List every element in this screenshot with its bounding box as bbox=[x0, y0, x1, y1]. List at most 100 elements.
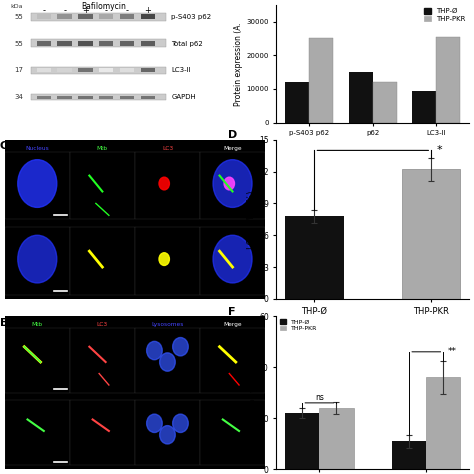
Circle shape bbox=[213, 160, 252, 208]
Circle shape bbox=[159, 253, 169, 265]
Text: Lysosomes: Lysosomes bbox=[151, 322, 183, 327]
Bar bbox=[200, 401, 265, 465]
Circle shape bbox=[173, 414, 188, 432]
Bar bbox=[31, 13, 166, 21]
Text: Total p62: Total p62 bbox=[172, 41, 203, 46]
Bar bbox=[36, 14, 51, 19]
Text: Merge: Merge bbox=[223, 146, 242, 151]
Bar bbox=[36, 68, 51, 73]
Text: p-S403 p62: p-S403 p62 bbox=[172, 14, 211, 20]
Text: ns: ns bbox=[315, 393, 324, 402]
Text: GAPDH: GAPDH bbox=[172, 93, 196, 100]
Legend: THP-Ø, THP-PKR: THP-Ø, THP-PKR bbox=[280, 319, 317, 331]
Text: *: * bbox=[437, 146, 443, 155]
Text: C: C bbox=[0, 141, 8, 151]
Bar bbox=[135, 328, 200, 392]
Text: Bafilomycin: Bafilomycin bbox=[81, 2, 126, 11]
Text: 55: 55 bbox=[14, 14, 23, 20]
Text: +: + bbox=[145, 6, 151, 15]
Text: 55: 55 bbox=[14, 41, 23, 46]
Bar bbox=[31, 94, 166, 100]
Text: 34: 34 bbox=[14, 93, 23, 100]
Bar bbox=[200, 227, 265, 295]
Bar bbox=[120, 41, 134, 46]
Y-axis label: Protein expression (A.: Protein expression (A. bbox=[235, 22, 244, 106]
Bar bbox=[349, 72, 373, 123]
Bar bbox=[70, 152, 135, 219]
Bar bbox=[5, 152, 70, 219]
Text: +: + bbox=[82, 6, 89, 15]
Text: -: - bbox=[105, 6, 108, 15]
Bar bbox=[310, 38, 333, 123]
Bar bbox=[120, 96, 134, 99]
Bar bbox=[5, 328, 70, 392]
Bar bbox=[392, 441, 426, 469]
Bar bbox=[426, 377, 461, 469]
Bar bbox=[141, 14, 155, 19]
Text: -: - bbox=[63, 6, 66, 15]
Text: LC3-II: LC3-II bbox=[172, 67, 191, 73]
Text: Merge: Merge bbox=[223, 322, 242, 327]
Text: E: E bbox=[0, 318, 7, 328]
Bar bbox=[78, 68, 92, 73]
Circle shape bbox=[224, 177, 235, 190]
Bar bbox=[31, 39, 166, 47]
Bar bbox=[36, 41, 51, 46]
Circle shape bbox=[146, 341, 162, 360]
Bar bbox=[402, 170, 461, 299]
Bar bbox=[319, 408, 354, 469]
Bar bbox=[285, 216, 344, 299]
Text: THP-Ø: THP-Ø bbox=[0, 175, 4, 192]
Circle shape bbox=[160, 426, 175, 444]
Text: kDa: kDa bbox=[10, 4, 23, 9]
Bar bbox=[78, 41, 92, 46]
Bar bbox=[36, 96, 51, 99]
Text: Mtb: Mtb bbox=[97, 146, 108, 151]
Bar bbox=[141, 41, 155, 46]
Text: Mtb: Mtb bbox=[32, 322, 43, 327]
Bar bbox=[373, 82, 397, 123]
Bar bbox=[285, 82, 310, 123]
Bar bbox=[31, 67, 166, 74]
Text: LC3: LC3 bbox=[97, 322, 108, 327]
Bar bbox=[70, 328, 135, 392]
Bar bbox=[200, 152, 265, 219]
Bar bbox=[99, 68, 113, 73]
Bar bbox=[57, 68, 72, 73]
Text: Nucleus: Nucleus bbox=[26, 146, 49, 151]
Circle shape bbox=[18, 235, 57, 283]
Circle shape bbox=[213, 235, 252, 283]
Text: PKR: PKR bbox=[0, 426, 4, 436]
Bar bbox=[57, 96, 72, 99]
Bar bbox=[5, 227, 70, 295]
Text: THP-Ø: THP-Ø bbox=[0, 350, 4, 366]
Bar bbox=[57, 41, 72, 46]
Bar bbox=[99, 96, 113, 99]
Circle shape bbox=[146, 414, 162, 432]
Bar bbox=[135, 152, 200, 219]
Text: 17: 17 bbox=[14, 67, 23, 73]
Text: F: F bbox=[228, 307, 236, 317]
Bar bbox=[200, 328, 265, 392]
Bar bbox=[78, 14, 92, 19]
Bar bbox=[141, 96, 155, 99]
Y-axis label: LC3+ Mtb (%): LC3+ Mtb (%) bbox=[247, 190, 256, 248]
Bar bbox=[141, 68, 155, 73]
Y-axis label: % colocalizing with lysosome: % colocalizing with lysosome bbox=[250, 342, 256, 444]
Circle shape bbox=[160, 353, 175, 371]
Bar bbox=[57, 14, 72, 19]
Text: **: ** bbox=[447, 347, 456, 356]
Text: -: - bbox=[126, 6, 128, 15]
Bar bbox=[412, 91, 437, 123]
Text: -: - bbox=[42, 6, 46, 15]
Bar bbox=[70, 227, 135, 295]
Text: THP-PKR: THP-PKR bbox=[0, 247, 4, 271]
Bar bbox=[99, 41, 113, 46]
Bar bbox=[5, 401, 70, 465]
Bar bbox=[285, 413, 319, 469]
Bar bbox=[120, 14, 134, 19]
Circle shape bbox=[18, 160, 57, 208]
Bar bbox=[437, 36, 461, 123]
Bar bbox=[120, 68, 134, 73]
Bar bbox=[99, 14, 113, 19]
